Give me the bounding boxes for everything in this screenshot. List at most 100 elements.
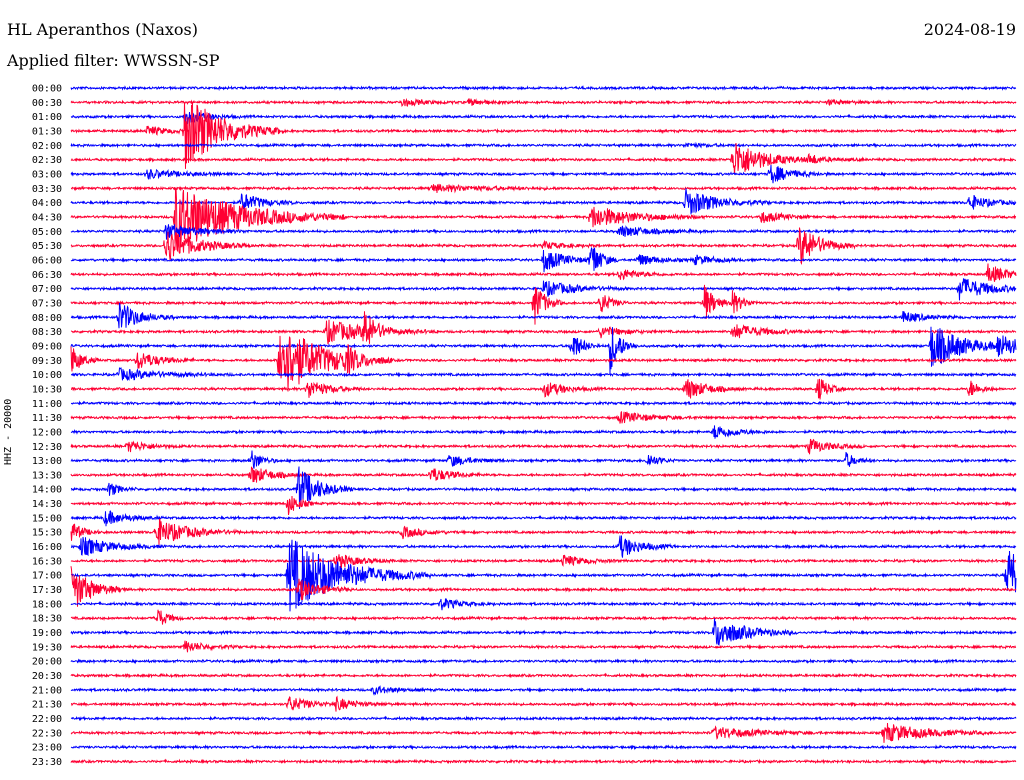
time-tick-label: 10:30 xyxy=(32,384,62,395)
trace-line xyxy=(70,715,1017,722)
station-title: HL Aperanthos (Naxos) xyxy=(7,20,198,39)
trace-line xyxy=(70,758,1017,765)
time-tick-label: 03:30 xyxy=(32,184,62,195)
time-tick-label: 00:30 xyxy=(32,98,62,109)
time-tick-label: 18:30 xyxy=(32,614,62,625)
trace-line xyxy=(70,695,1017,712)
trace-line xyxy=(70,658,1017,665)
trace-line xyxy=(70,438,1017,455)
trace-line xyxy=(70,284,1017,325)
time-tick-label: 14:30 xyxy=(32,499,62,510)
trace-line xyxy=(70,466,1017,509)
trace-line xyxy=(70,263,1017,282)
time-tick-label: 16:30 xyxy=(32,556,62,567)
time-tick-label: 07:00 xyxy=(32,284,62,295)
time-tick-label: 20:00 xyxy=(32,657,62,668)
trace-line xyxy=(70,566,1017,607)
time-tick-label: 05:00 xyxy=(32,227,62,238)
trace-line xyxy=(70,85,1017,92)
time-tick-label: 22:30 xyxy=(32,728,62,739)
time-tick-label: 04:00 xyxy=(32,198,62,209)
trace-line xyxy=(70,246,1017,273)
trace-line xyxy=(70,302,1017,329)
date-label: 2024-08-19 xyxy=(923,20,1016,39)
trace-line xyxy=(70,510,1017,527)
trace-line xyxy=(70,618,1017,646)
time-tick-label: 13:30 xyxy=(32,470,62,481)
trace-line xyxy=(70,535,1017,558)
time-tick-label: 17:00 xyxy=(32,571,62,582)
time-tick-label: 14:00 xyxy=(32,485,62,496)
trace-line xyxy=(70,744,1017,751)
time-tick-label: 22:00 xyxy=(32,714,62,725)
time-tick-label: 01:00 xyxy=(32,112,62,123)
time-tick-label: 08:00 xyxy=(32,313,62,324)
trace-line xyxy=(70,466,1017,483)
trace-line xyxy=(70,518,1017,546)
trace-line xyxy=(70,227,1017,265)
trace-line xyxy=(70,672,1017,679)
time-tick-label: 01:30 xyxy=(32,126,62,137)
trace-line xyxy=(70,311,1017,345)
trace-line xyxy=(70,685,1017,696)
time-tick-label: 19:00 xyxy=(32,628,62,639)
trace-line xyxy=(70,112,1017,125)
trace-line xyxy=(70,188,1017,215)
trace-line xyxy=(70,102,1017,169)
trace-line xyxy=(70,411,1017,424)
time-tick-label: 23:30 xyxy=(32,757,62,768)
time-tick-label: 02:00 xyxy=(32,141,62,152)
time-tick-label: 09:30 xyxy=(32,356,62,367)
trace-line xyxy=(70,326,1017,374)
time-tick-label: 13:00 xyxy=(32,456,62,467)
trace-line xyxy=(70,378,1017,400)
time-tick-label: 00:00 xyxy=(32,84,62,95)
time-tick-label: 17:30 xyxy=(32,585,62,596)
time-tick-label: 21:30 xyxy=(32,700,62,711)
time-tick-label: 09:00 xyxy=(32,341,62,352)
time-tick-label: 18:00 xyxy=(32,599,62,610)
time-tick-label: 11:00 xyxy=(32,399,62,410)
trace-line xyxy=(70,141,1017,149)
trace-line xyxy=(70,224,1017,240)
time-tick-label: 10:00 xyxy=(32,370,62,381)
trace-line xyxy=(70,367,1017,381)
trace-line xyxy=(70,450,1017,469)
time-tick-label: 05:30 xyxy=(32,241,62,252)
time-tick-label: 06:30 xyxy=(32,270,62,281)
trace-line xyxy=(70,335,1017,392)
trace-line xyxy=(70,554,1017,569)
time-tick-label: 08:30 xyxy=(32,327,62,338)
trace-line xyxy=(70,400,1017,407)
trace-line xyxy=(70,97,1017,107)
time-tick-label: 20:30 xyxy=(32,671,62,682)
time-tick-label: 19:30 xyxy=(32,642,62,653)
time-tick-label: 06:00 xyxy=(32,255,62,266)
time-tick-label: 23:00 xyxy=(32,743,62,754)
time-tick-label: 21:00 xyxy=(32,685,62,696)
time-tick-label: 04:30 xyxy=(32,212,62,223)
trace-line xyxy=(70,609,1017,625)
trace-line xyxy=(70,723,1017,743)
time-tick-label: 03:00 xyxy=(32,169,62,180)
time-tick-label: 15:00 xyxy=(32,513,62,524)
filter-label: Applied filter: WWSSN-SP xyxy=(7,51,220,70)
trace-line xyxy=(70,495,1017,516)
time-tick-label: 15:30 xyxy=(32,528,62,539)
time-tick-label: 02:30 xyxy=(32,155,62,166)
time-tick-label: 11:30 xyxy=(32,413,62,424)
trace-line xyxy=(70,597,1017,611)
trace-line xyxy=(70,278,1017,301)
time-tick-label: 07:30 xyxy=(32,298,62,309)
trace-line xyxy=(70,142,1017,175)
trace-line xyxy=(70,187,1017,252)
trace-line xyxy=(70,539,1017,612)
trace-line xyxy=(70,640,1017,653)
trace-line xyxy=(70,425,1017,439)
time-tick-label: 12:00 xyxy=(32,427,62,438)
trace-line xyxy=(70,183,1017,194)
time-tick-label: 16:00 xyxy=(32,542,62,553)
trace-line xyxy=(70,164,1017,184)
time-tick-label: 12:30 xyxy=(32,442,62,453)
